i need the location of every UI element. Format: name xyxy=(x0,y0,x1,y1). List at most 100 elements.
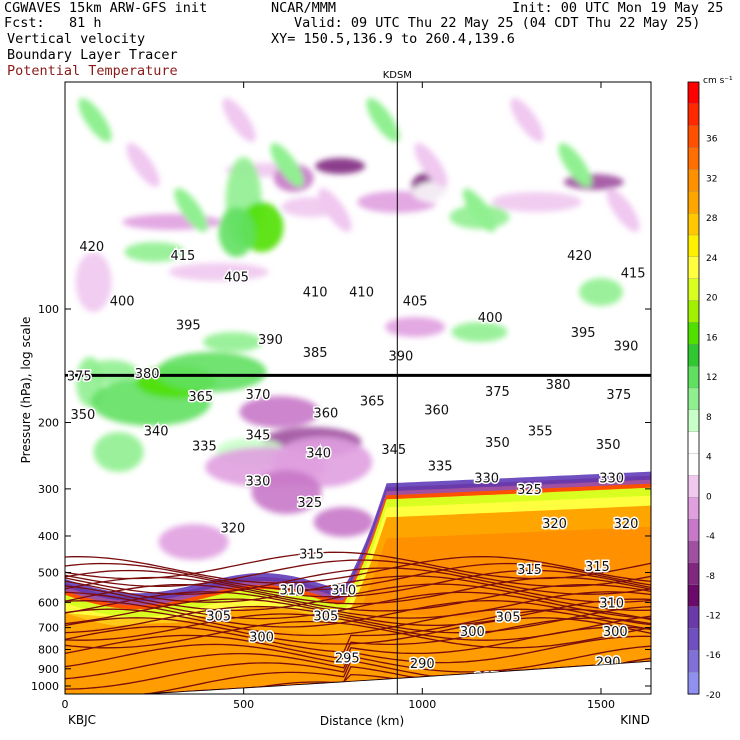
colorbar-swatch xyxy=(687,518,700,542)
colorbar-swatch xyxy=(687,584,700,608)
theta-contour-label: 395 xyxy=(571,326,596,341)
vv-blob xyxy=(158,524,229,560)
theta-contour-label: 335 xyxy=(192,439,217,454)
theta-contour-label: 375 xyxy=(485,385,510,400)
colorbar-swatch xyxy=(687,540,700,564)
field-label-vertical-velocity: Vertical velocity xyxy=(7,31,146,47)
theta-contour-label: 305 xyxy=(206,609,231,624)
vv-blob xyxy=(218,207,255,257)
valid-time: Valid: 09 UTC Thu 22 May 25 (04 CDT Thu … xyxy=(294,15,701,31)
colorbar-swatch xyxy=(687,650,700,673)
theta-contour-label: 340 xyxy=(306,446,331,461)
theta-contour xyxy=(65,556,651,584)
boundary-layer-tracer-shading xyxy=(65,471,651,694)
theta-contour-label: 350 xyxy=(485,436,510,451)
theta-contour-label: 350 xyxy=(596,438,621,453)
vv-blob xyxy=(451,322,508,342)
theta-contour-label: 365 xyxy=(360,395,385,410)
x-tick-label: 1000 xyxy=(408,698,436,711)
colorbar-tick-label: 8 xyxy=(706,413,712,423)
terrain xyxy=(65,660,651,694)
colorbar-swatch xyxy=(687,409,700,433)
theta-contour-label: 375 xyxy=(606,388,631,403)
station-label: KDSM xyxy=(383,70,412,81)
colorbar-swatch xyxy=(687,147,700,171)
vv-blob xyxy=(85,360,138,384)
theta-contour-label: 320 xyxy=(542,517,567,532)
theta-contour-label: 355 xyxy=(528,424,553,439)
theta-contour xyxy=(65,583,651,612)
theta-contour-label: 315 xyxy=(585,560,610,575)
theta-contour-label: 365 xyxy=(188,390,213,405)
colorbar-tick-label: 16 xyxy=(706,333,718,343)
y-tick-label: 900 xyxy=(38,663,59,676)
colorbar-tick-label: -8 xyxy=(706,572,715,582)
right-endpoint-label: KIND xyxy=(620,713,650,727)
vv-streak xyxy=(318,188,352,232)
vv-streak xyxy=(414,143,448,187)
colorbar-tick-label: -4 xyxy=(706,532,715,542)
theta-contour xyxy=(65,583,651,612)
colorbar-tick-label: -16 xyxy=(706,651,721,661)
y-tick-label: 200 xyxy=(38,416,59,429)
theta-contour-label: 360 xyxy=(313,406,338,421)
theta-contour xyxy=(65,645,651,690)
vv-blob xyxy=(75,252,112,312)
theta-contour xyxy=(65,567,651,595)
theta-contour-label: 295 xyxy=(335,651,360,666)
vv-streak xyxy=(222,98,256,142)
theta-contour-label: 330 xyxy=(246,474,271,489)
theta-contour-label: 290 xyxy=(410,657,435,672)
vv-blob xyxy=(578,278,623,306)
vv-blob xyxy=(239,396,320,428)
y-tick-label: 300 xyxy=(38,483,59,496)
theta-contour xyxy=(65,635,651,680)
theta-contour-label: 380 xyxy=(135,367,160,382)
colorbar-tick-label: -20 xyxy=(706,691,721,701)
colorbar-swatch xyxy=(687,475,700,498)
cross-section-endpoints: XY= 150.5,136.9 to 260.4,139.6 xyxy=(271,31,515,47)
colorbar-units: cm s⁻¹ xyxy=(703,76,733,86)
colorbar-swatch xyxy=(687,278,700,302)
theta-contour-label: 415 xyxy=(621,266,646,281)
colorbar-swatch xyxy=(687,234,700,258)
y-axis-label: Pressure (hPa), log scale xyxy=(19,317,33,464)
field-label-boundary-layer-tracer: Boundary Layer Tracer xyxy=(7,47,178,63)
vv-blob xyxy=(168,263,269,281)
forecast-hour: Fcst: 81 h xyxy=(4,15,102,31)
colorbar-swatch xyxy=(687,103,700,127)
vv-blob xyxy=(491,192,582,212)
theta-contour-label: 415 xyxy=(171,249,196,264)
y-tick-label: 800 xyxy=(38,643,59,656)
y-tick-label: 400 xyxy=(38,530,59,543)
colorbar-swatch xyxy=(687,453,700,477)
theta-contour-label: 330 xyxy=(474,472,499,487)
potential-temperature-contours: 150 xyxy=(65,371,651,694)
theta-contour-label: 300 xyxy=(249,631,274,646)
theta-contour-label: 395 xyxy=(176,319,201,334)
colorbar-swatch xyxy=(687,365,700,389)
theta-contour xyxy=(65,608,651,637)
theta-contour-label: 410 xyxy=(349,286,374,301)
colorbar-frame xyxy=(687,81,700,695)
y-tick-label: 600 xyxy=(38,596,59,609)
colorbar-swatch xyxy=(687,431,700,455)
x-axis-label: Distance (km) xyxy=(320,714,404,728)
plot-frame xyxy=(64,81,652,695)
theta-contour-label: 340 xyxy=(144,424,169,439)
theta-contour-label: 310 xyxy=(331,584,356,599)
colorbar-swatch xyxy=(687,562,700,586)
theta-contour xyxy=(65,605,651,634)
theta-contour xyxy=(65,569,651,598)
theta-contour-label: 305 xyxy=(496,611,521,626)
theta-contour-label: 335 xyxy=(428,459,453,474)
vv-blob xyxy=(124,242,185,262)
vv-blob xyxy=(313,507,374,537)
colorbar-swatch xyxy=(687,81,700,105)
colorbar-swatch xyxy=(687,212,700,236)
theta-contour-label: 420 xyxy=(79,240,104,255)
vertical-velocity-shading xyxy=(75,98,640,560)
y-tick-label: 500 xyxy=(38,567,59,580)
theta-contour-label: 330 xyxy=(599,472,624,487)
x-tick-label: 500 xyxy=(233,698,254,711)
